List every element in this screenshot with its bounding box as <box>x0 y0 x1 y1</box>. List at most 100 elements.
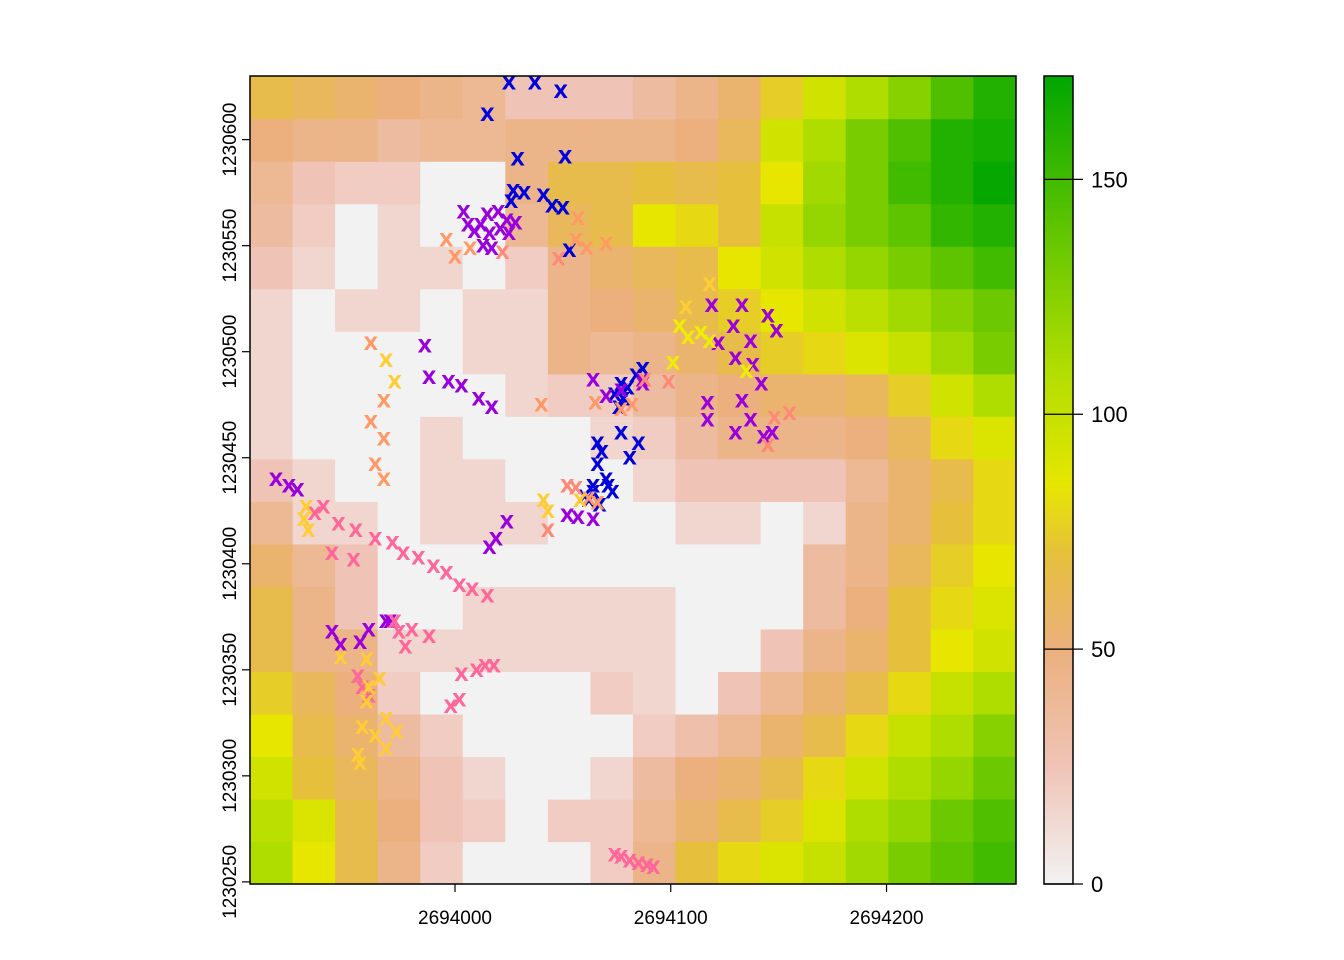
raster-cell <box>420 586 464 630</box>
raster-cell <box>760 798 804 843</box>
raster-cell <box>505 288 549 332</box>
raster-cell <box>377 76 421 120</box>
raster-cell <box>292 288 336 332</box>
raster-cell <box>505 76 549 120</box>
point-marker: X <box>560 505 575 527</box>
point-marker: X <box>480 586 495 608</box>
raster-cell <box>377 586 421 630</box>
point-marker: X <box>700 393 715 415</box>
raster-cell <box>462 841 506 885</box>
raster-cell <box>675 458 719 502</box>
raster-cell <box>377 713 421 758</box>
raster-cell <box>292 76 336 120</box>
raster-cell <box>973 798 1017 843</box>
raster-cell <box>803 288 847 332</box>
raster-cell <box>930 543 974 587</box>
point-marker: X <box>631 433 646 455</box>
raster-cell <box>718 203 762 247</box>
raster-cell <box>760 713 804 758</box>
raster-cell <box>377 756 421 800</box>
raster-cell <box>888 161 932 205</box>
raster-cell <box>462 246 506 290</box>
point-marker: X <box>761 306 776 328</box>
point-marker: X <box>558 147 573 169</box>
y-axis: 1230250 1230300 1230350 1230400 1230450 12305… <box>220 103 250 919</box>
point-marker: X <box>499 511 514 533</box>
point-marker: X <box>592 494 607 516</box>
raster-cell <box>420 713 464 758</box>
raster-cell <box>973 331 1017 375</box>
point-marker: X <box>614 422 629 444</box>
raster-cell <box>632 373 677 417</box>
plot-frame <box>249 75 1017 885</box>
raster-cell <box>590 543 634 587</box>
point-marker: X <box>504 191 519 213</box>
raster-cell <box>718 118 762 162</box>
raster-cell <box>930 713 974 758</box>
raster-cell <box>675 671 719 715</box>
raster-cell <box>930 246 974 290</box>
raster-cell <box>505 586 549 630</box>
raster-cell <box>803 161 847 205</box>
point-marker: X <box>605 482 620 504</box>
raster-cell <box>888 671 932 715</box>
point-marker: X <box>502 223 517 245</box>
raster-cell <box>505 458 549 502</box>
point-marker: X <box>728 422 743 444</box>
raster-cell <box>505 543 549 587</box>
point-marker: X <box>385 533 400 555</box>
raster-cell <box>420 416 464 460</box>
raster-cell <box>250 76 294 120</box>
raster-cell <box>547 118 592 162</box>
point-marker: X <box>571 208 586 230</box>
raster-cell <box>250 458 294 502</box>
raster-cell <box>632 458 677 502</box>
raster-cell <box>888 628 932 672</box>
point-marker: X <box>571 507 586 529</box>
raster-cell <box>547 203 592 247</box>
raster-cell <box>420 628 464 672</box>
raster-cell <box>930 798 974 843</box>
raster-cell <box>718 161 762 205</box>
point-marker: X <box>540 520 555 542</box>
point-marker: X <box>465 579 480 601</box>
raster-cell <box>803 713 847 758</box>
raster-cell <box>973 416 1017 460</box>
raster-cell <box>845 331 889 375</box>
raster-cell <box>718 331 762 375</box>
raster-cell <box>292 203 336 247</box>
point-marker: X <box>700 410 715 432</box>
point-marker: X <box>454 664 469 686</box>
point-marker: X <box>359 649 374 671</box>
raster-cell <box>505 628 549 672</box>
raster-cell <box>803 798 847 843</box>
raster-cell <box>377 203 421 247</box>
raster-cell <box>930 118 974 162</box>
point-marker: X <box>422 626 437 648</box>
point-marker: X <box>452 689 467 711</box>
raster-cell <box>547 756 592 800</box>
colorbar-tick-label: 150 <box>1091 167 1128 192</box>
raster-cell <box>803 756 847 800</box>
point-marker: X <box>398 636 413 658</box>
raster-cell <box>930 628 974 672</box>
colorbar-tick-label: 50 <box>1091 637 1115 662</box>
point-marker: X <box>478 656 493 678</box>
raster-cell <box>462 76 506 120</box>
point-marker: X <box>622 851 637 873</box>
point-marker: X <box>562 240 577 262</box>
point-marker: X <box>672 316 687 338</box>
point-marker: X <box>471 388 486 410</box>
raster-cell <box>675 118 719 162</box>
raster-cell <box>505 331 549 375</box>
raster-cell <box>718 246 762 290</box>
raster-cell <box>845 543 889 587</box>
raster-cell <box>675 76 719 120</box>
raster-cell <box>718 671 762 715</box>
raster-cell <box>590 841 634 885</box>
point-marker: X <box>448 246 463 268</box>
point-marker: X <box>527 72 542 94</box>
point-marker: X <box>581 488 596 510</box>
